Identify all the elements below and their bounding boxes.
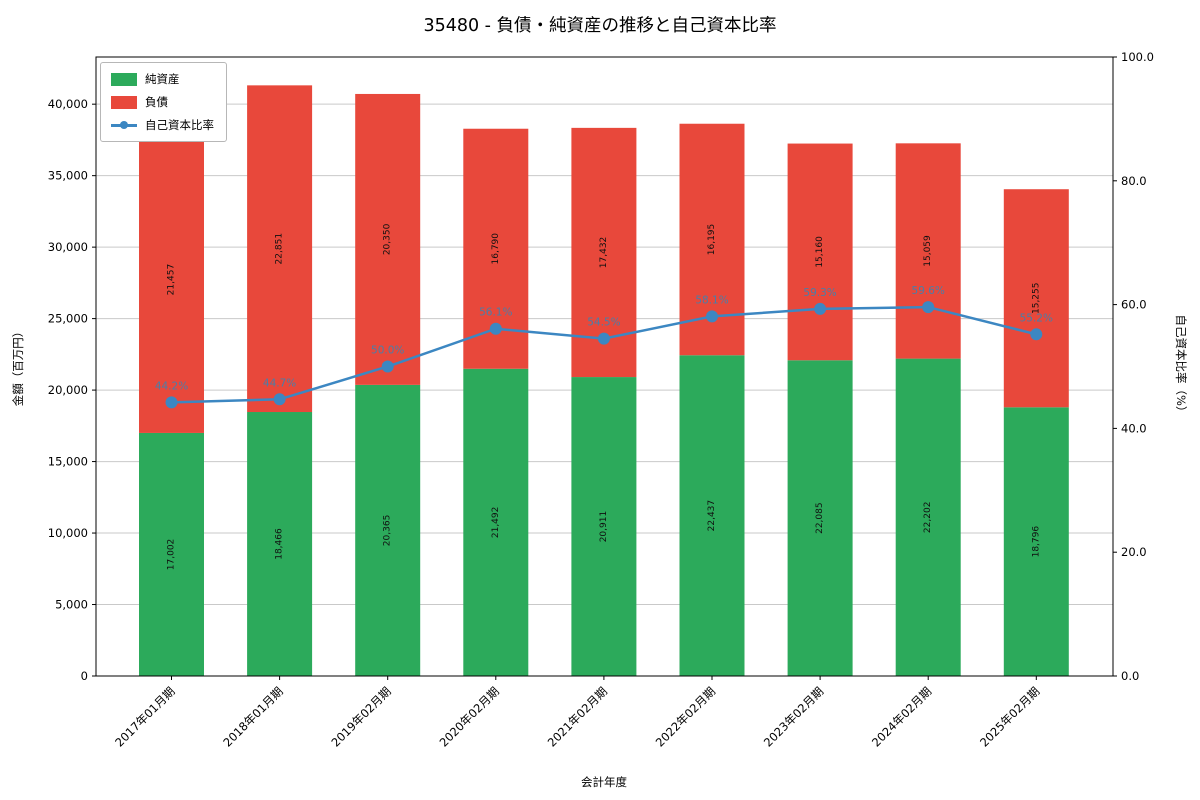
- bar-net-assets: [1003, 407, 1069, 676]
- equity-ratio-label: 59.3%: [803, 287, 836, 299]
- legend-label-liabilities: 負債: [145, 95, 168, 109]
- bar-net-assets: [571, 377, 637, 676]
- y-tick-label-right: 20.0: [1121, 545, 1147, 559]
- equity-ratio-marker: [381, 360, 394, 373]
- legend: 純資産 負債 自己資本比率: [100, 62, 227, 142]
- bar-label-liabilities: 20,350: [383, 223, 393, 255]
- bar-label-net-assets: 22,085: [815, 502, 825, 534]
- bar-label-net-assets: 22,437: [707, 500, 717, 532]
- equity-ratio-marker: [1030, 328, 1043, 341]
- bar-liabilities: [1003, 189, 1069, 408]
- chart-title: 35480 - 負債・純資産の推移と自己資本比率: [423, 16, 776, 36]
- equity-ratio-marker: [273, 393, 286, 406]
- y-tick-label-right: 40.0: [1121, 421, 1147, 435]
- equity-ratio-marker: [165, 396, 178, 409]
- bar-label-net-assets: 21,492: [491, 507, 501, 539]
- y-tick-label-right: 100.0: [1121, 50, 1154, 64]
- equity-ratio-label: 59.6%: [912, 285, 945, 297]
- liabilities-swatch: [111, 95, 137, 109]
- x-axis-title: 会計年度: [581, 775, 627, 789]
- legend-item-equity-ratio: 自己資本比率: [111, 117, 214, 133]
- equity-ratio-marker: [489, 322, 502, 335]
- y-tick-label-left: 35,000: [48, 169, 88, 183]
- bar-label-net-assets: 20,911: [599, 511, 609, 543]
- bar-liabilities: [895, 143, 961, 359]
- x-tick-label: 2017年01月期: [112, 684, 177, 749]
- equity-ratio-marker: [922, 301, 935, 314]
- plot-border: [95, 56, 1114, 677]
- bar-label-net-assets: 22,202: [923, 502, 933, 534]
- y-tick-label-right: 60.0: [1121, 298, 1147, 312]
- bar-label-liabilities: 17,432: [599, 237, 609, 269]
- legend-item-net-assets: 純資産: [111, 71, 214, 87]
- equity-ratio-label: 58.1%: [695, 294, 728, 306]
- equity-ratio-label: 55.2%: [1020, 312, 1053, 324]
- x-tick-label: 2018年01月期: [220, 684, 285, 749]
- bar-label-net-assets: 18,466: [275, 528, 285, 560]
- equity-ratio-marker: [814, 302, 827, 315]
- bar-label-liabilities: 15,255: [1031, 283, 1041, 315]
- equity-ratio-label: 44.7%: [263, 377, 296, 389]
- bar-net-assets: [463, 368, 529, 676]
- y-tick-label-left: 10,000: [48, 526, 88, 540]
- bar-label-net-assets: 17,002: [167, 539, 177, 571]
- y-tick-label-left: 40,000: [48, 97, 88, 111]
- x-tick-label: 2025年02月期: [977, 684, 1042, 749]
- equity-ratio-swatch: [111, 119, 137, 132]
- bar-label-liabilities: 16,790: [491, 233, 501, 265]
- y-axis-title-right: 自己資本比率（%）: [1174, 315, 1188, 418]
- y-tick-label-left: 20,000: [48, 383, 88, 397]
- x-tick-label: 2024年02月期: [869, 684, 934, 749]
- bar-liabilities: [787, 143, 853, 361]
- x-tick-label: 2023年02月期: [761, 684, 826, 749]
- legend-item-liabilities: 負債: [111, 94, 214, 110]
- net-assets-swatch: [111, 72, 137, 86]
- bar-net-assets: [787, 360, 853, 676]
- bar-net-assets: [895, 358, 961, 676]
- equity-ratio-marker: [597, 332, 610, 345]
- equity-ratio-marker: [706, 310, 718, 323]
- y-tick-label-left: 0: [81, 669, 88, 683]
- x-tick-label: 2022年02月期: [653, 684, 718, 749]
- y-axis-title-left: 金額（百万円）: [11, 326, 25, 407]
- bar-label-liabilities: 15,160: [815, 236, 825, 268]
- x-tick-label: 2019年02月期: [328, 684, 393, 749]
- x-tick-label: 2021年02月期: [545, 684, 610, 749]
- y-tick-label-left: 25,000: [48, 312, 88, 326]
- x-tick-label: 2020年02月期: [437, 684, 502, 749]
- equity-ratio-label: 50.0%: [371, 345, 404, 357]
- equity-ratio-label: 44.2%: [155, 380, 188, 392]
- legend-label-net-assets: 純資産: [145, 72, 180, 86]
- bar-net-assets: [139, 432, 204, 676]
- bar-net-assets: [679, 355, 745, 676]
- y-tick-label-right: 80.0: [1121, 174, 1147, 188]
- bar-label-liabilities: 15,059: [923, 235, 933, 267]
- y-tick-label-right: 0.0: [1121, 669, 1139, 683]
- bar-label-net-assets: 20,365: [383, 515, 393, 547]
- bar-liabilities: [139, 126, 204, 433]
- equity-ratio-label: 54.5%: [587, 317, 620, 329]
- legend-label-equity-ratio: 自己資本比率: [145, 118, 214, 132]
- bar-label-net-assets: 18,796: [1031, 526, 1041, 558]
- y-tick-label-left: 15,000: [48, 455, 88, 469]
- bar-label-liabilities: 22,851: [275, 233, 285, 265]
- bar-net-assets: [247, 412, 313, 676]
- equity-ratio-dot-swatch: [120, 121, 128, 129]
- bar-liabilities: [355, 93, 421, 385]
- y-tick-label-left: 30,000: [48, 240, 88, 254]
- bar-label-liabilities: 16,195: [707, 224, 717, 256]
- y-tick-label-left: 5,000: [55, 598, 88, 612]
- bar-liabilities: [247, 85, 313, 413]
- equity-ratio-label: 56.1%: [479, 307, 512, 319]
- bar-label-liabilities: 21,457: [167, 264, 177, 296]
- bar-net-assets: [355, 384, 421, 676]
